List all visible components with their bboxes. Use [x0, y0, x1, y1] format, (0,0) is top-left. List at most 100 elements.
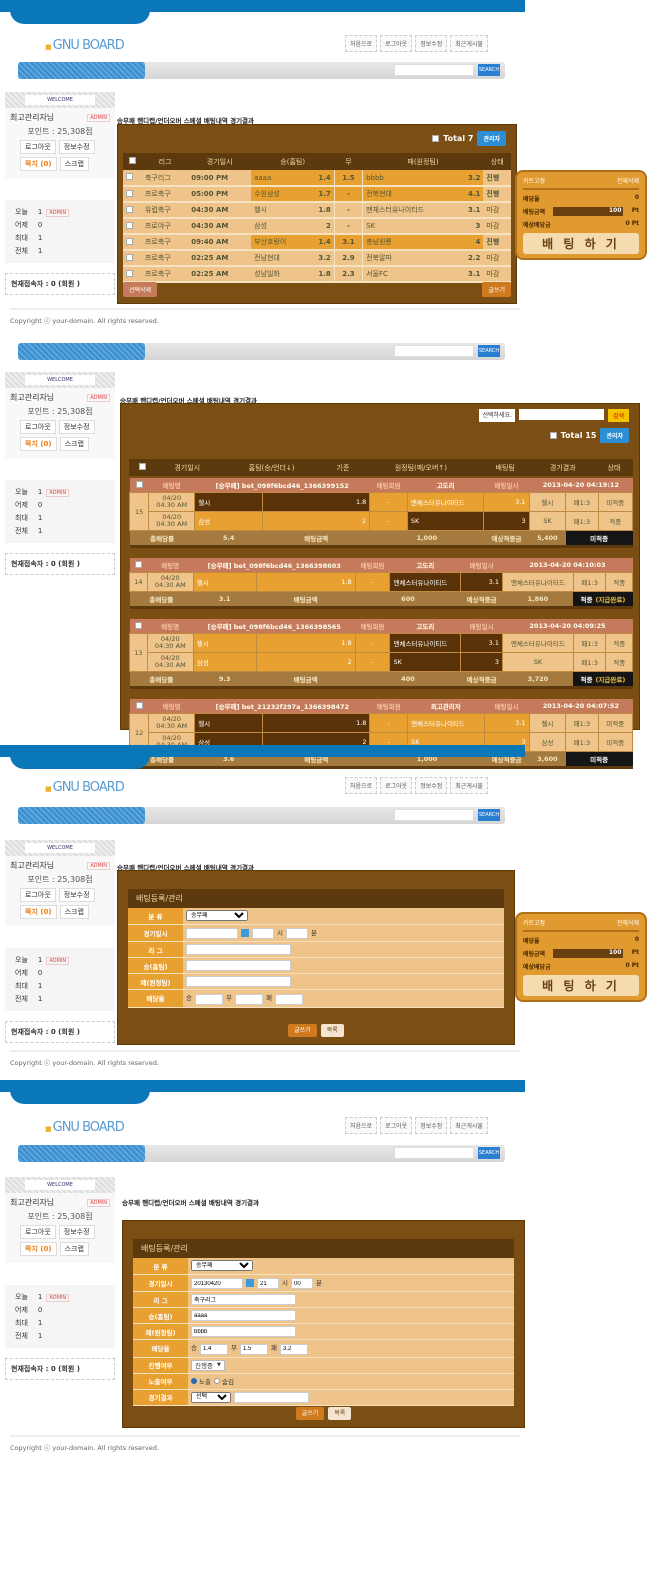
row-checkbox[interactable]: [126, 253, 133, 261]
select-all-checkbox[interactable]: [128, 157, 136, 164]
select-all-checkbox[interactable]: [432, 135, 440, 142]
logout-button[interactable]: 로그아웃: [20, 140, 56, 154]
home-team[interactable]: 전남현대: [251, 250, 307, 267]
nav-link[interactable]: 처음으로: [345, 1117, 378, 1134]
search-input[interactable]: [394, 1147, 474, 1159]
logout-button[interactable]: 로그아웃: [20, 888, 56, 902]
bet-checkbox[interactable]: [135, 701, 143, 709]
draw-odds-input[interactable]: [239, 1343, 268, 1355]
category-select[interactable]: 승무패: [186, 910, 248, 922]
select-all-checkbox[interactable]: [138, 463, 146, 470]
search-button[interactable]: SEARCH: [478, 1147, 500, 1159]
nav-link[interactable]: 최근게시물: [450, 777, 488, 794]
nav-link[interactable]: 로그아웃: [380, 1117, 413, 1134]
search-field[interactable]: [518, 409, 604, 420]
minute-input[interactable]: [285, 928, 308, 939]
draw-odds[interactable]: -: [333, 218, 364, 235]
table-row[interactable]: 프로축구 02:25 AM 성남일화 1.8 2.3 서울FC 3.1 마감: [123, 266, 511, 283]
home-odds[interactable]: 3.2: [306, 250, 335, 267]
bet-button[interactable]: 배 팅 하 기: [523, 233, 639, 254]
logo[interactable]: GNU BOARD: [45, 780, 125, 795]
home-team[interactable]: aaaa: [251, 170, 307, 187]
filter-select[interactable]: 선택하세요.: [479, 409, 515, 422]
calendar-icon[interactable]: [241, 928, 249, 937]
table-row[interactable]: 프로축구 09:40 AM 부산호랑이 1.4 3.1 충남원룡 4 진행: [123, 234, 511, 251]
draw-odds[interactable]: 2.3: [333, 266, 364, 283]
draw-odds-input[interactable]: [234, 993, 263, 1005]
delete-all-button[interactable]: 전체삭제: [616, 178, 639, 185]
away-team-input[interactable]: [191, 1326, 296, 1337]
scrap-button[interactable]: 스크랩: [59, 437, 89, 451]
search-button[interactable]: SEARCH: [478, 345, 500, 357]
list-button[interactable]: 목록: [328, 1407, 352, 1420]
online-users[interactable]: 현재접속자 : 0 (회원 ): [5, 553, 115, 575]
search-button[interactable]: SEARCH: [478, 809, 500, 821]
delete-all-button[interactable]: 전체삭제: [616, 920, 639, 927]
row-checkbox[interactable]: [126, 173, 133, 180]
nav-link[interactable]: 정보수정: [415, 1117, 448, 1134]
away-team-input[interactable]: [186, 976, 291, 987]
away-team[interactable]: 전북현대: [362, 186, 457, 203]
date-input[interactable]: [186, 928, 238, 939]
date-input[interactable]: [191, 1278, 243, 1289]
nav-link[interactable]: 로그아웃: [380, 35, 413, 52]
hour-input[interactable]: [252, 928, 274, 939]
minute-input[interactable]: [290, 1278, 313, 1289]
logout-button[interactable]: 로그아웃: [20, 420, 56, 434]
draw-odds[interactable]: -: [333, 186, 364, 203]
home-odds[interactable]: 1.4: [306, 170, 335, 187]
win-odds-input[interactable]: [194, 993, 223, 1005]
write-button[interactable]: 글쓰기: [295, 1407, 325, 1420]
edit-info-button[interactable]: 정보수정: [58, 420, 95, 434]
logout-button[interactable]: 로그아웃: [20, 1225, 56, 1239]
nav-link[interactable]: 처음으로: [345, 777, 378, 794]
home-team-input[interactable]: [191, 1310, 296, 1321]
search-button[interactable]: 검색: [607, 409, 629, 422]
result-select[interactable]: 선택: [191, 1391, 231, 1403]
draw-odds[interactable]: 3.1: [333, 234, 364, 251]
bet-checkbox[interactable]: [134, 560, 142, 568]
away-team[interactable]: SK: [362, 218, 457, 235]
draw-odds[interactable]: -: [333, 202, 364, 219]
memo-link[interactable]: 쪽지 (0): [20, 1242, 57, 1256]
edit-info-button[interactable]: 정보수정: [58, 140, 95, 154]
scrap-button[interactable]: 스크랩: [59, 905, 89, 919]
lose-odds-input[interactable]: [274, 993, 303, 1005]
cart-fix-toggle[interactable]: 카트고정: [523, 920, 546, 927]
search-input[interactable]: [394, 64, 474, 76]
list-button[interactable]: 목록: [320, 1024, 344, 1037]
bet-checkbox[interactable]: [135, 480, 143, 488]
delete-selected-button[interactable]: 선택삭제: [123, 282, 158, 297]
home-odds[interactable]: 1.8: [306, 202, 335, 219]
home-team[interactable]: 성남일화: [251, 266, 307, 283]
online-users[interactable]: 현재접속자 : 0 (회원 ): [5, 273, 115, 295]
search-input[interactable]: [394, 809, 474, 821]
league-input[interactable]: [191, 1294, 296, 1305]
bet-name[interactable]: [승무패] bet_098f6bcd46_1366398565: [193, 619, 356, 634]
table-row[interactable]: 축구리그 09:00 PM aaaa 1.4 1.5 bbbb 3.2 진행: [123, 170, 511, 187]
home-odds[interactable]: 2: [306, 218, 335, 235]
cart-fix-toggle[interactable]: 카트고정: [523, 178, 546, 185]
bet-name[interactable]: [승무패] bet_098f6bcd46_1366399152: [194, 478, 370, 493]
admin-button[interactable]: 관리자: [477, 131, 506, 146]
row-checkbox[interactable]: [126, 189, 133, 197]
win-odds-input[interactable]: [199, 1343, 228, 1355]
league-input[interactable]: [186, 944, 291, 955]
amount-input[interactable]: 100: [553, 949, 624, 958]
away-odds[interactable]: 3.2: [456, 170, 484, 187]
category-select[interactable]: 승무패: [191, 1260, 253, 1272]
bet-button[interactable]: 배 팅 하 기: [523, 975, 639, 996]
write-button[interactable]: 글쓰기: [482, 282, 511, 297]
away-team[interactable]: 충남원룡: [362, 234, 457, 251]
nav-link[interactable]: 처음으로: [345, 35, 378, 52]
memo-link[interactable]: 쪽지 (0): [20, 157, 57, 171]
table-row[interactable]: 프로축구 05:00 PM 수원삼성 1.7- 전북현대 4.1 진행: [123, 186, 511, 203]
visible-radio-off[interactable]: [213, 1378, 220, 1384]
write-button[interactable]: 글쓰기: [288, 1024, 317, 1037]
away-odds[interactable]: 3: [456, 218, 484, 235]
row-checkbox[interactable]: [126, 269, 133, 277]
scrap-button[interactable]: 스크랩: [59, 157, 89, 171]
away-team[interactable]: 서울FC: [362, 266, 457, 283]
home-team[interactable]: 첼시: [251, 202, 307, 219]
home-team[interactable]: 부산호랑이: [251, 234, 307, 251]
